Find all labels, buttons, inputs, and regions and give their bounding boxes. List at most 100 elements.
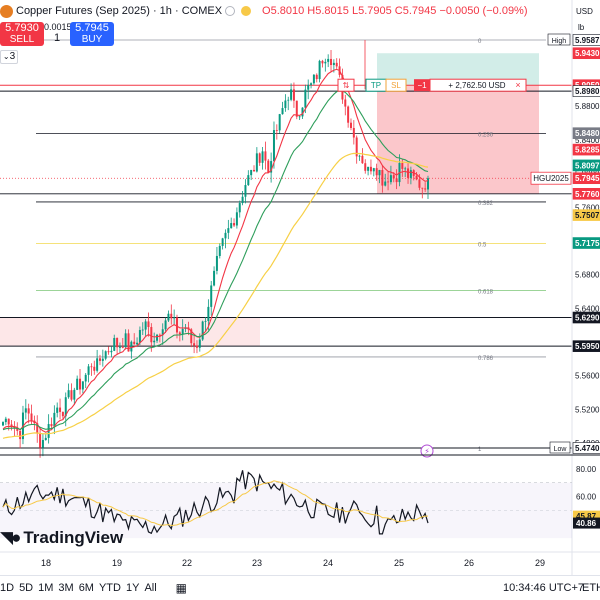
symbol-legend: Copper Futures (Sep 2025) · 1h · COMEX O…	[0, 0, 528, 22]
low-label-box	[549, 441, 571, 454]
rsi-badge	[573, 517, 600, 529]
time-tick: 18	[41, 558, 51, 568]
candle-body	[321, 60, 324, 64]
buy-button[interactable]: 5.7945 BUY	[70, 22, 114, 46]
candle-body	[415, 175, 418, 180]
candle-body	[50, 424, 53, 427]
candle-body	[307, 84, 310, 90]
indicators-collapse-button[interactable]: ⌄3	[0, 50, 18, 64]
time-tick: 29	[535, 558, 545, 568]
clock-readout[interactable]: 10:34:46 UTC+7	[502, 582, 584, 594]
quantity-field[interactable]: 0.0015 1	[44, 22, 72, 46]
candle-body	[290, 89, 293, 100]
candle-body	[332, 62, 335, 66]
candle-body	[264, 151, 267, 161]
sell-price: 5.7930	[5, 22, 39, 34]
candle-body	[427, 178, 429, 190]
candle-body	[201, 321, 204, 340]
candle-body	[195, 345, 198, 348]
candle-body	[347, 106, 350, 123]
indicator-count: 3	[9, 51, 16, 62]
tradingview-logo[interactable]: ◥● TradingView	[0, 528, 123, 548]
candle-body	[30, 413, 33, 421]
timeframe-all[interactable]: All	[144, 582, 157, 594]
change-value: −0.0050 (−0.09%)	[439, 5, 528, 17]
price-tick: 5.7600	[575, 203, 600, 212]
timeframe-3m[interactable]: 3M	[58, 582, 74, 594]
flag-icon[interactable]	[241, 6, 252, 16]
rsi-line	[2, 470, 429, 535]
candle-body	[204, 320, 207, 322]
candle-body	[324, 61, 327, 64]
market-status-icon[interactable]	[225, 6, 236, 16]
time-tick: 19	[112, 558, 122, 568]
candle-body	[267, 160, 270, 173]
time-tick: 22	[182, 558, 192, 568]
fib-label: 0.5	[478, 243, 487, 249]
candle-body	[76, 378, 79, 390]
candle-body	[367, 166, 370, 171]
ema-fast-line	[2, 68, 429, 433]
candle-body	[167, 313, 170, 321]
candle-body	[387, 181, 390, 183]
candle-body	[238, 203, 241, 213]
candle-body	[349, 122, 352, 128]
candle-body	[358, 155, 361, 157]
candle-body	[221, 238, 224, 246]
price-badge-text: 5.6290	[575, 314, 600, 323]
candle-body	[384, 181, 387, 186]
price-badge-text: 5.8480	[575, 129, 600, 138]
price-badge-text: 5.8097	[575, 161, 600, 170]
sell-button[interactable]: 5.7930 SELL	[0, 22, 44, 46]
price-badge	[572, 209, 600, 221]
candles-group	[2, 40, 429, 458]
timeframe-ytd[interactable]: YTD	[98, 582, 121, 594]
chart-title: Copper Futures (Sep 2025) · 1h · COMEX	[16, 5, 223, 17]
candle-body	[39, 433, 42, 448]
timeframe-1d[interactable]: 1D	[0, 582, 15, 594]
candle-body	[19, 430, 22, 440]
candle-body	[407, 168, 410, 178]
rsi-tick: 80.00	[576, 465, 597, 474]
reverse-button	[337, 78, 355, 92]
candle-body	[312, 74, 315, 84]
candle-body	[395, 178, 398, 183]
timeframe-1y[interactable]: 1Y	[125, 582, 140, 594]
candle-body	[104, 351, 107, 359]
candle-body	[130, 341, 133, 352]
candle-body	[147, 321, 150, 328]
price-badge	[572, 127, 600, 139]
candle-body	[247, 175, 250, 186]
fib-label: 0.382	[478, 201, 494, 207]
timeframe-1m[interactable]: 1M	[38, 582, 54, 594]
calendar-icon[interactable]: ▦	[175, 581, 188, 595]
timeframe-5d[interactable]: 5D	[19, 582, 34, 594]
price-tick: 5.5600	[575, 372, 600, 381]
price-badge	[572, 311, 600, 324]
candle-body	[4, 418, 7, 423]
candle-body	[230, 223, 233, 229]
candle-body	[138, 330, 141, 343]
price-tick: 5.8800	[575, 102, 600, 111]
session-toggle[interactable]: ETH	[582, 582, 600, 594]
price-badge	[572, 172, 600, 185]
candle-body	[372, 168, 375, 172]
price-badge	[572, 237, 600, 249]
candle-body	[107, 351, 110, 353]
candle-body	[70, 390, 73, 400]
timeframe-6m[interactable]: 6M	[78, 582, 94, 594]
candle-body	[213, 270, 216, 286]
high-label-box	[547, 33, 571, 46]
candle-body	[161, 329, 164, 336]
lightning-icon: ⚡	[424, 447, 430, 456]
candle-body	[73, 389, 76, 400]
candle-body	[381, 170, 384, 186]
buy-label: BUY	[81, 34, 103, 45]
fib-label: 1	[478, 447, 482, 453]
close-value: C5.7945	[394, 5, 437, 17]
candle-body	[355, 137, 358, 157]
price-badge-text: 5.7507	[575, 211, 600, 220]
sell-label: SELL	[9, 34, 35, 45]
candle-body	[424, 188, 427, 190]
